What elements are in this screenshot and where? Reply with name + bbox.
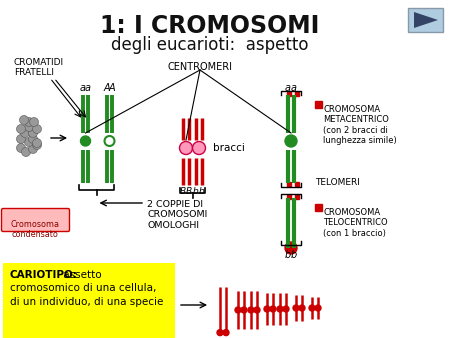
Text: b: b	[285, 250, 291, 260]
Text: degli eucarioti:  aspetto: degli eucarioti: aspetto	[111, 36, 309, 54]
Bar	[287, 92, 291, 96]
Circle shape	[104, 136, 114, 146]
Circle shape	[28, 145, 37, 153]
Text: b: b	[193, 187, 199, 196]
Circle shape	[28, 128, 37, 138]
Circle shape	[32, 124, 41, 134]
Text: 1: I CROMOSOMI: 1: I CROMOSOMI	[100, 14, 320, 38]
Text: cromosomico di una cellula,: cromosomico di una cellula,	[10, 283, 157, 293]
Circle shape	[17, 144, 26, 152]
Circle shape	[309, 305, 315, 311]
Circle shape	[24, 138, 33, 146]
Polygon shape	[414, 12, 438, 28]
Text: bracci: bracci	[213, 143, 245, 153]
Circle shape	[180, 142, 193, 154]
Text: assetto: assetto	[60, 270, 102, 280]
Circle shape	[24, 118, 33, 126]
Circle shape	[248, 307, 254, 313]
Text: b: b	[291, 250, 297, 260]
Text: Cromosoma
condensato: Cromosoma condensato	[10, 220, 59, 239]
Circle shape	[315, 305, 321, 311]
Circle shape	[299, 305, 305, 311]
Circle shape	[293, 305, 299, 311]
Bar	[295, 92, 299, 96]
Circle shape	[24, 122, 33, 131]
Bar	[287, 195, 291, 199]
Circle shape	[32, 139, 41, 147]
Bar	[315, 101, 322, 108]
Bar	[408, 8, 443, 32]
Circle shape	[285, 242, 297, 254]
Circle shape	[270, 306, 276, 312]
Circle shape	[277, 306, 283, 312]
Bar	[287, 182, 291, 186]
Circle shape	[19, 116, 28, 124]
Circle shape	[17, 135, 26, 144]
Text: CROMOSOMA
TELOCENTRICO
(con 1 braccio): CROMOSOMA TELOCENTRICO (con 1 braccio)	[323, 208, 387, 238]
Text: CENTROMERI: CENTROMERI	[167, 62, 233, 72]
Circle shape	[217, 330, 223, 336]
Text: A: A	[109, 83, 115, 93]
Bar	[3, 263, 175, 338]
Text: a: a	[80, 83, 86, 93]
Text: B: B	[180, 187, 186, 196]
Circle shape	[285, 135, 297, 147]
Bar	[295, 182, 299, 186]
Text: a: a	[285, 83, 291, 93]
Circle shape	[241, 307, 247, 313]
Circle shape	[223, 330, 229, 336]
Text: TELOMERI: TELOMERI	[315, 178, 360, 187]
Text: CROMATIDI
FRATELLI: CROMATIDI FRATELLI	[14, 58, 64, 77]
Circle shape	[30, 118, 39, 126]
Text: 2 COPPIE DI
CROMOSOMI
OMOLOGHI: 2 COPPIE DI CROMOSOMI OMOLOGHI	[147, 200, 207, 230]
Circle shape	[81, 136, 90, 146]
Bar	[315, 204, 322, 211]
Bar	[295, 195, 299, 199]
Circle shape	[17, 124, 26, 134]
Circle shape	[193, 142, 206, 154]
Circle shape	[283, 306, 289, 312]
Circle shape	[28, 135, 37, 144]
Circle shape	[22, 147, 31, 156]
Text: a: a	[291, 83, 297, 93]
FancyBboxPatch shape	[1, 209, 69, 232]
Circle shape	[21, 128, 30, 138]
Text: A: A	[104, 83, 110, 93]
Text: CARIOTIPO:: CARIOTIPO:	[10, 270, 78, 280]
Text: CROMOSOMA
METACENTRICO
(con 2 bracci di
lunghezza simile): CROMOSOMA METACENTRICO (con 2 bracci di …	[323, 105, 397, 145]
Text: a: a	[85, 83, 91, 93]
Circle shape	[264, 306, 270, 312]
Text: B: B	[186, 187, 192, 196]
Circle shape	[254, 307, 260, 313]
Circle shape	[32, 141, 41, 149]
Text: di un individuo, di una specie: di un individuo, di una specie	[10, 297, 163, 307]
Text: b: b	[199, 187, 205, 196]
Circle shape	[235, 307, 241, 313]
